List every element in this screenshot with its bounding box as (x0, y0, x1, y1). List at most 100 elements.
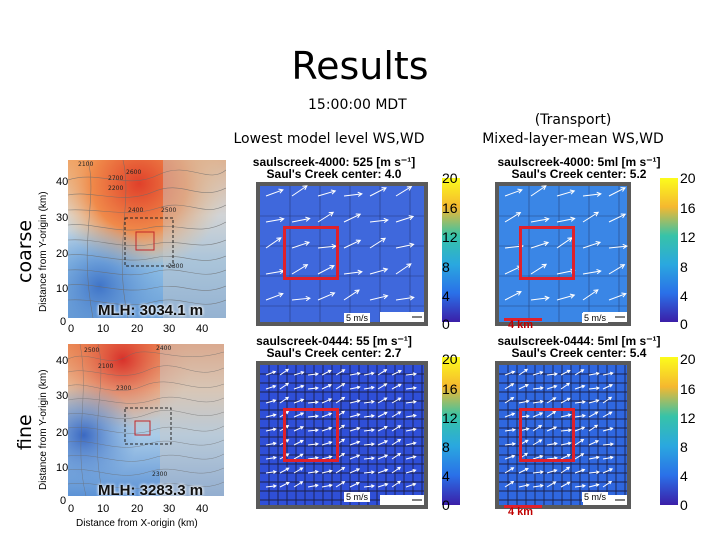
wind-arrow (532, 425, 542, 432)
x-tick: 0 (68, 323, 75, 335)
wind-arrow (377, 397, 387, 404)
wind-arrow (293, 371, 304, 376)
wind-arrowhead (300, 384, 305, 389)
reference-arrow-box (380, 495, 424, 505)
wind-arrowhead (581, 400, 586, 404)
colorbar-tick: 12 (680, 410, 696, 426)
wind-arrow (307, 401, 318, 404)
colorbar-tick: 20 (680, 351, 696, 367)
wind-arrowhead (272, 399, 277, 403)
scale-bar (504, 505, 542, 508)
wind-arrowhead (341, 424, 346, 429)
wind-arrowhead (341, 383, 346, 387)
wind-arrowhead (581, 426, 586, 431)
wind-arrow (518, 368, 528, 376)
wind-arrowhead (314, 456, 319, 460)
wind-arrowhead (356, 399, 361, 404)
wind-arrow (279, 396, 289, 404)
wind-arrowhead (305, 216, 311, 222)
wind-arrowhead (383, 217, 389, 224)
wind-arrow (349, 454, 360, 460)
wind-arrow (405, 428, 416, 432)
wind-arrowhead (272, 470, 277, 474)
wind-arrowhead (406, 186, 413, 191)
wind-arrowhead (510, 480, 515, 485)
colorbar-tick: 16 (442, 200, 458, 216)
wind-arrow (588, 411, 598, 418)
wind-arrowhead (553, 426, 558, 430)
wind-arrowhead (285, 382, 290, 387)
colorbar-tick: 20 (442, 351, 458, 367)
wind-arrowhead (412, 469, 417, 473)
wind-arrowhead (581, 414, 586, 418)
wind-arrowhead (580, 439, 585, 443)
wind-arrow (504, 212, 521, 223)
wind-arrow (317, 265, 335, 275)
mlh-label-fine: MLH: 3283.3 m (98, 482, 204, 499)
wind-arrowhead (341, 410, 346, 415)
y-tick: 40 (56, 176, 69, 188)
wind-arrow (504, 455, 515, 460)
colorbar-tick: 4 (442, 468, 450, 484)
wind-arrow (265, 270, 284, 275)
wind-arrow (602, 456, 613, 460)
wind-arrowhead (524, 467, 529, 472)
wind-arrowhead (510, 383, 515, 387)
wind-arrow (532, 387, 543, 390)
wind-arrow (560, 414, 571, 418)
wind-arrowhead (356, 371, 361, 376)
wind-arrowhead (272, 384, 277, 389)
wind-arrow (504, 481, 514, 488)
wind-arrow (574, 401, 585, 404)
wind-arrow (582, 193, 601, 197)
wind-arrow (546, 481, 556, 488)
wind-arrow (335, 467, 345, 474)
y-tick: 30 (56, 390, 69, 402)
wind-arrow (391, 397, 401, 404)
wind-arrow (369, 268, 388, 275)
x-tick: 20 (131, 323, 144, 335)
wind-arrowhead (383, 294, 389, 300)
wind-arrow (546, 469, 557, 474)
wind-arrowhead (397, 438, 402, 443)
wind-arrow (335, 481, 345, 488)
wind-arrow (532, 484, 543, 488)
wind-arrowhead (581, 384, 586, 389)
wind-arrow (377, 469, 388, 474)
wind-arrowhead (609, 455, 614, 460)
wind-arrow (391, 466, 401, 474)
wind-arrowhead (285, 439, 290, 443)
wind-arrowhead (329, 265, 335, 270)
wind-arrow (588, 483, 599, 488)
wind-arrow (574, 485, 585, 488)
wind-arrow (265, 189, 284, 197)
contour-label: 2300 (152, 471, 167, 478)
wind-arrow (335, 397, 345, 404)
wind-arrow (293, 467, 303, 474)
wind-arrow (377, 454, 388, 460)
wind-arrowhead (314, 400, 319, 405)
wind-arrowhead (596, 269, 602, 275)
wind-arrow (556, 294, 575, 301)
wind-arrowhead (330, 189, 337, 195)
wind-arrow (530, 297, 549, 301)
wind-arrowhead (553, 372, 558, 376)
wind-arrowhead (595, 455, 600, 460)
wind-arrowhead (383, 397, 388, 401)
wind-arrowhead (511, 412, 516, 417)
wind-arrowhead (272, 370, 277, 375)
wind-arrow (293, 399, 304, 404)
wind-arrowhead (370, 456, 375, 461)
wind-arrow (588, 440, 599, 446)
wind-arrow (588, 471, 599, 474)
wind-arrow (504, 443, 515, 446)
wind-arrowhead (278, 292, 284, 298)
wind-arrowhead (412, 455, 417, 459)
wind-arrowhead (302, 185, 308, 191)
wind-arrowhead (595, 470, 600, 475)
wind-arrowhead (620, 213, 627, 219)
wind-arrowhead (580, 369, 585, 373)
wind-panel-coarse-transport (495, 182, 631, 326)
wind-arrow (546, 426, 557, 432)
wind-arrowhead (299, 439, 304, 444)
